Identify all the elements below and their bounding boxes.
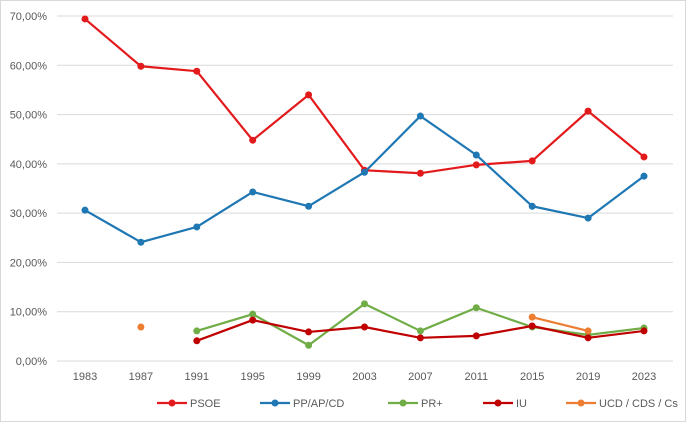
y-tick-label: 10,00% — [10, 307, 48, 319]
x-tick-label: 2019 — [576, 371, 600, 383]
data-point — [640, 172, 648, 180]
data-point — [528, 322, 536, 330]
y-tick-label: 0,00% — [16, 356, 47, 368]
data-point — [137, 62, 145, 70]
data-point — [584, 214, 592, 222]
x-tick-label: 2011 — [464, 371, 488, 383]
y-tick-label: 30,00% — [10, 208, 48, 220]
data-point — [249, 136, 257, 144]
data-point — [584, 334, 592, 342]
data-point — [584, 107, 592, 115]
data-point — [305, 202, 313, 210]
data-point — [528, 313, 536, 321]
x-tick-label: 2023 — [632, 371, 656, 383]
data-point — [472, 304, 480, 312]
y-tick-label: 50,00% — [10, 110, 48, 122]
series-line — [84, 18, 645, 175]
data-point — [193, 327, 201, 335]
data-point — [81, 206, 89, 214]
legend-item: PP/AP/CD — [260, 398, 344, 410]
data-point — [305, 341, 313, 349]
legend-marker — [271, 399, 279, 407]
data-point — [305, 328, 313, 336]
x-tick-label: 1995 — [240, 371, 264, 383]
legend-label: IU — [516, 398, 527, 410]
legend-item: UCD / CDS / Cs — [566, 398, 678, 410]
data-point — [416, 112, 424, 120]
series-line — [531, 316, 589, 333]
y-tick-label: 40,00% — [10, 159, 48, 171]
legend-marker — [168, 399, 176, 407]
legend-marker — [577, 399, 585, 407]
data-point — [472, 161, 480, 169]
data-point — [416, 327, 424, 335]
x-tick-label: 2007 — [408, 371, 432, 383]
legend-item: IU — [483, 398, 527, 410]
series-psoe — [81, 15, 648, 177]
x-tick-label: 1987 — [129, 371, 153, 383]
data-point — [249, 316, 257, 324]
data-point — [249, 310, 257, 318]
data-point — [137, 238, 145, 246]
data-point — [640, 153, 648, 161]
data-point — [416, 334, 424, 342]
data-point — [472, 332, 480, 340]
y-tick-label: 60,00% — [10, 60, 48, 72]
x-tick-label: 1983 — [73, 371, 97, 383]
data-point — [137, 323, 145, 331]
x-tick-label: 2003 — [352, 371, 376, 383]
data-point — [584, 327, 592, 335]
y-tick-label: 70,00% — [10, 11, 48, 23]
data-point — [472, 151, 480, 159]
y-tick-label: 20,00% — [10, 257, 48, 269]
x-tick-label: 1999 — [296, 371, 320, 383]
data-point — [361, 168, 368, 176]
data-point — [305, 91, 313, 99]
series-iu — [193, 316, 648, 345]
x-tick-label: 1991 — [185, 371, 209, 383]
legend-item: PSOE — [157, 398, 221, 410]
data-point — [528, 157, 536, 165]
data-point — [81, 15, 89, 23]
x-tick-label: 2015 — [520, 371, 544, 383]
series-ucd-cds-cs — [137, 313, 592, 335]
data-point — [249, 188, 257, 196]
data-point — [528, 202, 536, 210]
data-point — [193, 67, 201, 75]
series-pp-ap-cd — [81, 112, 648, 246]
legend-label: PR+ — [421, 398, 443, 410]
legend-label: PSOE — [190, 398, 221, 410]
data-point — [193, 223, 201, 231]
legend-marker — [494, 399, 502, 407]
series-pr- — [193, 300, 648, 349]
data-point — [361, 300, 368, 308]
legend-marker — [399, 399, 407, 407]
data-point — [640, 327, 648, 335]
data-point — [416, 169, 424, 177]
legend-label: UCD / CDS / Cs — [599, 398, 678, 410]
legend-label: PP/AP/CD — [293, 398, 344, 410]
legend-item: PR+ — [388, 398, 443, 410]
data-point — [193, 337, 201, 345]
data-point — [361, 323, 368, 331]
